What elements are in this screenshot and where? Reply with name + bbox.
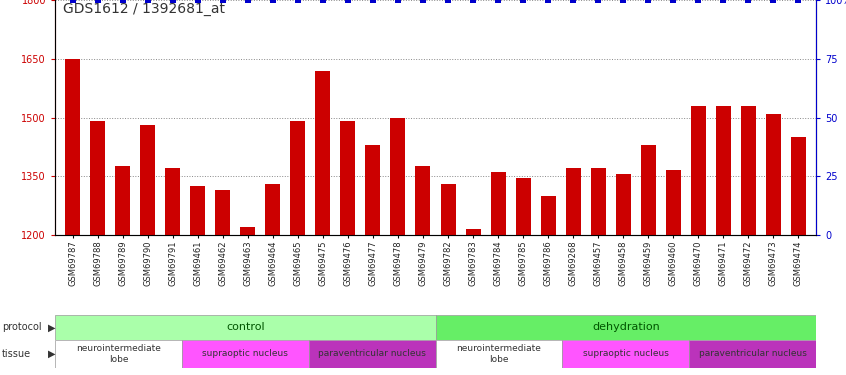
Bar <box>140 125 155 235</box>
Bar <box>316 70 330 235</box>
Text: tissue: tissue <box>2 349 30 359</box>
Bar <box>182 340 309 368</box>
Bar <box>65 59 80 235</box>
Bar <box>290 122 305 235</box>
Text: neurointermediate
lobe: neurointermediate lobe <box>457 344 541 364</box>
Bar <box>563 340 689 368</box>
Bar <box>591 168 606 235</box>
Text: ▶: ▶ <box>48 322 56 333</box>
Text: ▶: ▶ <box>48 349 56 359</box>
Bar <box>691 106 706 235</box>
Bar <box>340 122 355 235</box>
Bar <box>190 186 206 235</box>
Bar <box>515 178 530 235</box>
Bar <box>90 122 105 235</box>
Bar <box>415 166 431 235</box>
Text: neurointermediate
lobe: neurointermediate lobe <box>76 344 161 364</box>
Bar <box>55 340 182 368</box>
Bar <box>766 114 781 235</box>
Bar <box>266 184 280 235</box>
Bar <box>441 184 455 235</box>
Bar <box>309 340 436 368</box>
Bar <box>215 190 230 235</box>
Bar <box>115 166 130 235</box>
Bar <box>391 117 405 235</box>
Bar <box>791 137 806 235</box>
Bar <box>436 340 563 368</box>
Bar <box>689 340 816 368</box>
Text: paraventricular nucleus: paraventricular nucleus <box>699 350 806 358</box>
Bar <box>436 315 816 340</box>
Bar <box>240 227 255 235</box>
Bar <box>465 229 481 235</box>
Bar <box>566 168 580 235</box>
Bar <box>55 315 436 340</box>
Bar <box>165 168 180 235</box>
Bar <box>666 170 681 235</box>
Text: GDS1612 / 1392681_at: GDS1612 / 1392681_at <box>63 2 226 16</box>
Bar <box>616 174 631 235</box>
Bar <box>741 106 756 235</box>
Text: dehydration: dehydration <box>592 322 660 333</box>
Text: protocol: protocol <box>2 322 41 333</box>
Bar <box>716 106 731 235</box>
Text: supraoptic nucleus: supraoptic nucleus <box>202 350 288 358</box>
Bar <box>541 196 556 235</box>
Text: paraventricular nucleus: paraventricular nucleus <box>318 350 426 358</box>
Bar <box>365 145 381 235</box>
Bar <box>491 172 506 235</box>
Text: supraoptic nucleus: supraoptic nucleus <box>583 350 668 358</box>
Bar <box>640 145 656 235</box>
Text: control: control <box>226 322 265 333</box>
